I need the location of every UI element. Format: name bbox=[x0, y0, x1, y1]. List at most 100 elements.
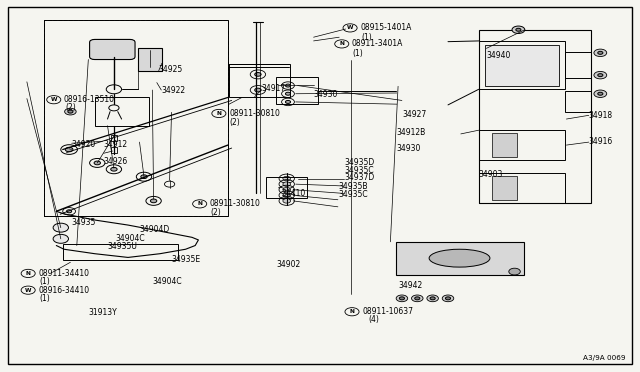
Circle shape bbox=[285, 84, 291, 87]
Text: W: W bbox=[25, 288, 31, 293]
Text: 34935E: 34935E bbox=[172, 255, 201, 264]
Text: 34918: 34918 bbox=[589, 111, 613, 120]
Bar bbox=[492, 176, 517, 200]
Text: 34904C: 34904C bbox=[152, 278, 182, 286]
Text: 34930: 34930 bbox=[397, 144, 421, 153]
Text: (1): (1) bbox=[362, 33, 372, 42]
Circle shape bbox=[594, 90, 607, 97]
Circle shape bbox=[283, 193, 291, 198]
Text: W: W bbox=[51, 97, 57, 102]
Text: 34925: 34925 bbox=[159, 65, 183, 74]
Text: (4): (4) bbox=[368, 315, 379, 324]
Circle shape bbox=[255, 73, 261, 76]
Bar bbox=[479, 130, 565, 160]
Circle shape bbox=[53, 223, 68, 232]
Bar bbox=[44, 20, 228, 216]
Circle shape bbox=[141, 175, 147, 179]
Text: N: N bbox=[216, 111, 221, 116]
Bar bbox=[44, 20, 228, 216]
Text: (1): (1) bbox=[40, 294, 51, 303]
Circle shape bbox=[396, 295, 408, 302]
Circle shape bbox=[283, 187, 291, 192]
Circle shape bbox=[598, 74, 603, 77]
Text: N: N bbox=[339, 41, 344, 46]
Text: 08916-13510: 08916-13510 bbox=[64, 95, 115, 104]
Circle shape bbox=[598, 51, 603, 54]
Text: 08911-30810: 08911-30810 bbox=[210, 199, 260, 208]
Circle shape bbox=[283, 182, 291, 186]
Circle shape bbox=[65, 147, 73, 152]
Text: 34935B: 34935B bbox=[338, 182, 367, 191]
Text: N: N bbox=[349, 309, 355, 314]
FancyBboxPatch shape bbox=[90, 39, 135, 60]
Text: 34937D: 34937D bbox=[344, 173, 374, 182]
Circle shape bbox=[412, 295, 423, 302]
Circle shape bbox=[512, 26, 525, 33]
Bar bbox=[229, 64, 290, 97]
Text: A3/9A 0069: A3/9A 0069 bbox=[584, 355, 626, 361]
Text: 34916: 34916 bbox=[589, 137, 613, 146]
Bar bbox=[565, 52, 591, 78]
Text: (2): (2) bbox=[229, 118, 240, 126]
Bar bbox=[396, 242, 524, 275]
Text: 08911-30810: 08911-30810 bbox=[229, 109, 280, 118]
Text: 34930: 34930 bbox=[314, 90, 338, 99]
Text: (2): (2) bbox=[65, 103, 76, 112]
Text: 34942: 34942 bbox=[398, 281, 422, 290]
Text: (2): (2) bbox=[210, 208, 221, 217]
Text: (1): (1) bbox=[40, 278, 51, 286]
Text: 34903: 34903 bbox=[479, 170, 503, 179]
Text: 34904D: 34904D bbox=[140, 225, 170, 234]
Circle shape bbox=[68, 110, 73, 113]
Circle shape bbox=[427, 295, 438, 302]
Text: N: N bbox=[26, 271, 31, 276]
Circle shape bbox=[67, 210, 72, 213]
Circle shape bbox=[65, 108, 76, 115]
Text: 34912B: 34912B bbox=[397, 128, 426, 137]
Text: 34935C: 34935C bbox=[338, 190, 367, 199]
Bar bbox=[479, 41, 565, 89]
Circle shape bbox=[150, 199, 157, 203]
Text: 34935C: 34935C bbox=[344, 166, 374, 175]
Bar bbox=[95, 97, 149, 126]
Text: (1): (1) bbox=[352, 49, 363, 58]
Text: 34935U: 34935U bbox=[108, 242, 138, 251]
Text: 34922: 34922 bbox=[161, 86, 186, 94]
Text: 34935: 34935 bbox=[72, 218, 96, 227]
Text: 08915-1401A: 08915-1401A bbox=[360, 23, 412, 32]
Circle shape bbox=[255, 88, 261, 92]
Circle shape bbox=[594, 49, 607, 57]
Text: 08911-34410: 08911-34410 bbox=[38, 269, 90, 278]
Ellipse shape bbox=[429, 249, 490, 267]
Text: 34920: 34920 bbox=[72, 140, 96, 149]
Bar bbox=[479, 173, 565, 203]
Bar bbox=[63, 244, 178, 260]
Circle shape bbox=[283, 199, 291, 203]
Circle shape bbox=[594, 71, 607, 79]
Text: 34926: 34926 bbox=[104, 157, 128, 166]
Circle shape bbox=[111, 167, 117, 171]
Text: W: W bbox=[347, 25, 353, 31]
Bar bbox=[492, 133, 517, 157]
Text: 34912: 34912 bbox=[104, 140, 128, 149]
Circle shape bbox=[285, 100, 291, 103]
Text: 31913Y: 31913Y bbox=[88, 308, 117, 317]
Bar bbox=[111, 135, 117, 141]
Text: 34917: 34917 bbox=[261, 84, 285, 93]
Circle shape bbox=[516, 28, 521, 31]
Bar bbox=[266, 177, 307, 198]
Text: 34410: 34410 bbox=[282, 189, 306, 198]
Bar bbox=[485, 45, 559, 86]
Text: 34902: 34902 bbox=[276, 260, 301, 269]
Text: 34940: 34940 bbox=[486, 51, 511, 60]
Text: 34927: 34927 bbox=[402, 110, 426, 119]
Text: 08911-3401A: 08911-3401A bbox=[352, 39, 403, 48]
Circle shape bbox=[94, 161, 100, 165]
Circle shape bbox=[285, 92, 291, 95]
Text: 34904C: 34904C bbox=[115, 234, 145, 243]
Text: N: N bbox=[197, 201, 202, 206]
Text: 08911-10637: 08911-10637 bbox=[362, 307, 413, 316]
Bar bbox=[565, 91, 591, 112]
Bar bbox=[479, 30, 591, 203]
Bar bbox=[111, 147, 117, 153]
